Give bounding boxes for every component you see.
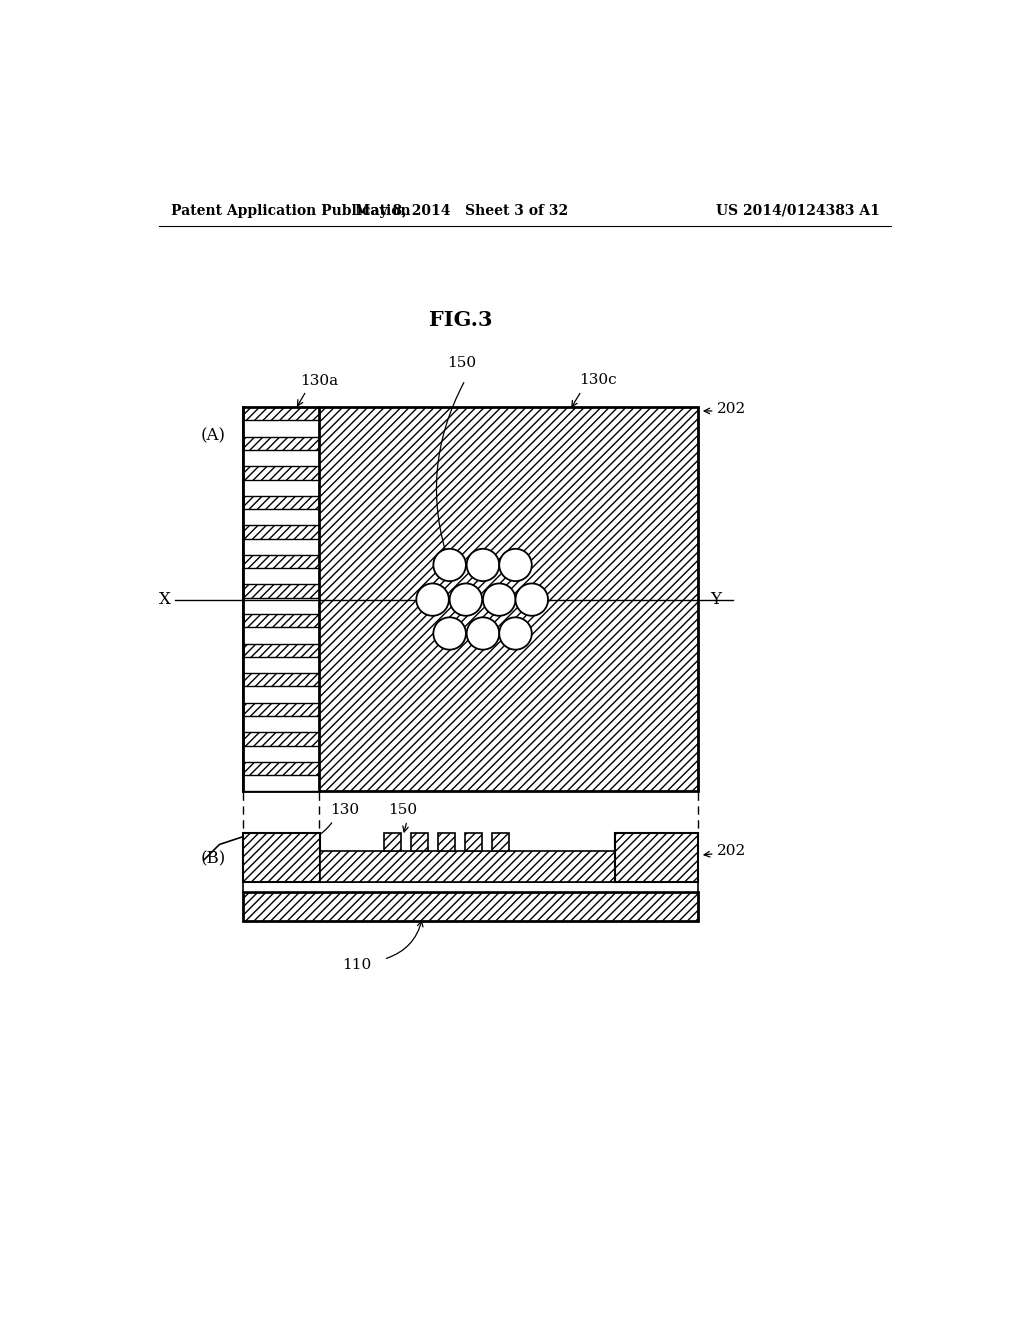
Text: FIG.3: FIG.3 — [429, 310, 493, 330]
Text: Y: Y — [710, 591, 721, 609]
Circle shape — [515, 583, 548, 615]
Bar — [243, 686, 318, 702]
Circle shape — [450, 583, 482, 615]
Bar — [243, 715, 318, 733]
Text: 202: 202 — [717, 845, 746, 858]
Bar — [243, 892, 697, 921]
Text: 130a: 130a — [300, 374, 338, 388]
Text: 150: 150 — [388, 803, 418, 817]
Circle shape — [417, 583, 449, 615]
Bar — [243, 420, 318, 437]
Bar — [243, 775, 318, 792]
Circle shape — [467, 618, 500, 649]
Circle shape — [433, 549, 466, 581]
Circle shape — [500, 618, 531, 649]
Bar — [614, 833, 697, 882]
Bar — [243, 746, 318, 762]
Bar — [243, 539, 318, 554]
Text: (A): (A) — [201, 428, 225, 444]
Bar — [243, 833, 321, 882]
Text: US 2014/0124383 A1: US 2014/0124383 A1 — [716, 203, 880, 218]
Bar — [243, 627, 318, 644]
Text: 130c: 130c — [579, 374, 616, 387]
Text: 130: 130 — [331, 803, 359, 817]
Text: 150: 150 — [446, 356, 476, 370]
Bar — [243, 479, 318, 496]
Bar — [438, 833, 455, 851]
Bar — [243, 568, 318, 585]
Circle shape — [483, 583, 515, 615]
Text: Patent Application Publication: Patent Application Publication — [171, 203, 411, 218]
Text: (B): (B) — [201, 850, 226, 867]
Bar — [243, 882, 697, 892]
Bar — [321, 851, 614, 882]
Bar — [243, 510, 318, 525]
Bar — [243, 407, 697, 792]
Bar — [243, 657, 318, 673]
Bar — [411, 833, 428, 851]
Bar — [384, 833, 400, 851]
Text: X: X — [159, 591, 170, 609]
Text: 110: 110 — [342, 958, 372, 973]
Text: 202: 202 — [717, 401, 746, 416]
Bar — [465, 833, 482, 851]
Circle shape — [433, 618, 466, 649]
Text: May 8, 2014   Sheet 3 of 32: May 8, 2014 Sheet 3 of 32 — [354, 203, 568, 218]
Circle shape — [467, 549, 500, 581]
Circle shape — [500, 549, 531, 581]
Bar — [243, 450, 318, 466]
Bar — [243, 598, 318, 614]
Bar — [493, 833, 509, 851]
